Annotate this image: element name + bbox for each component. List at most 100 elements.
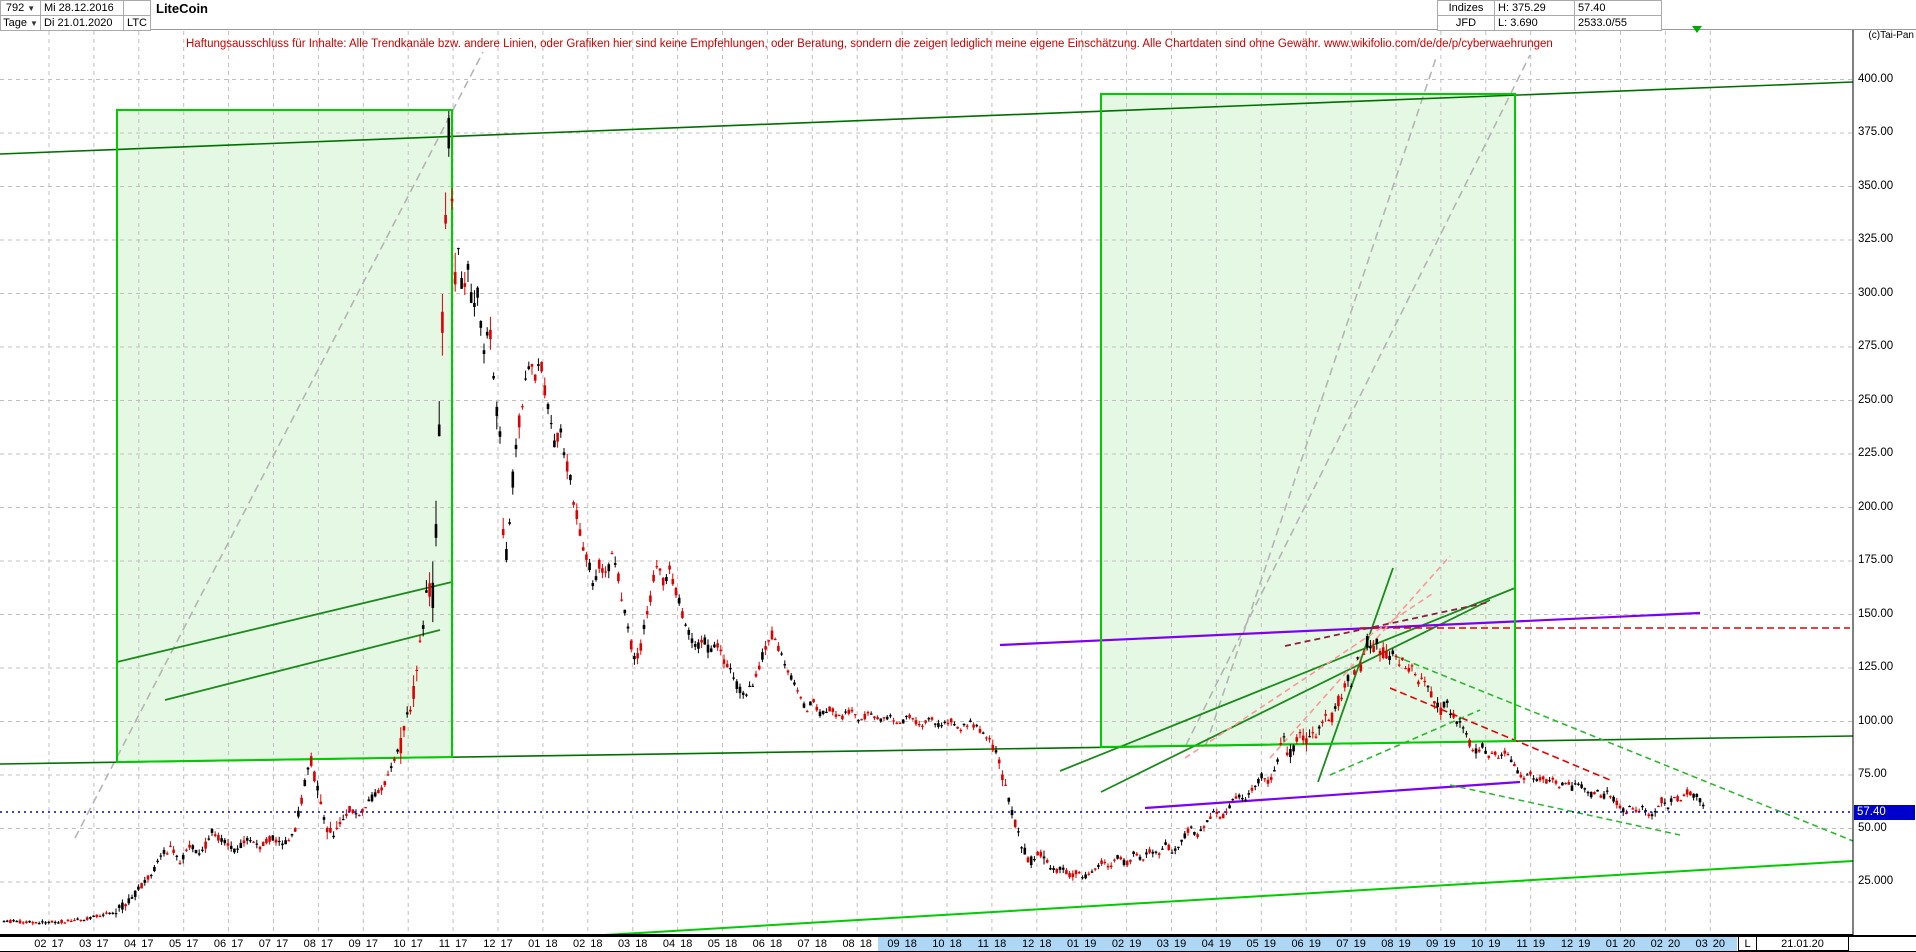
x-axis-label: 10 17 [393, 938, 423, 950]
trend-channel-2017 [117, 110, 452, 762]
volume-cell: 2533.0/55 [1574, 15, 1662, 31]
x-axis-label: 10 19 [1471, 938, 1501, 950]
y-axis-label: 175.00 [1858, 554, 1894, 566]
period-high: H: 375.29 [1498, 1, 1546, 14]
x-axis-label: 10 18 [932, 938, 962, 950]
x-axis-label: 02 18 [573, 938, 603, 950]
x-axis-label: 05 17 [168, 938, 199, 950]
instrument-title: LiteCoin [156, 1, 208, 16]
x-axis-label: 01 20 [1605, 938, 1636, 950]
last-price-cell: 57.40 [1574, 0, 1662, 16]
corner-date-cell: 21.01.20 [1756, 936, 1849, 951]
x-axis-label: 06 18 [752, 938, 783, 950]
x-axis-label: 12 18 [1022, 938, 1052, 950]
trend-line-purple [999, 611, 1701, 647]
x-axis-label: 07 18 [797, 938, 828, 950]
x-axis-label: 04 18 [662, 938, 693, 950]
bars-count-value: 792 [5, 1, 25, 14]
trend-line-green-med [1100, 599, 1491, 793]
trend-channel-2019 [1101, 94, 1515, 747]
y-axis-label: 325.00 [1858, 233, 1894, 245]
y-axis-label: 225.00 [1858, 447, 1894, 459]
marker-triangle-icon [1692, 26, 1702, 33]
trend-channel-2017-border [116, 109, 453, 764]
x-axis-label: 08 19 [1381, 938, 1411, 950]
x-axis-label: 09 19 [1426, 938, 1456, 950]
x-axis-label: 05 19 [1246, 938, 1277, 950]
exchange-jfd: JFD [1455, 16, 1477, 29]
y-axis-label: 300.00 [1858, 286, 1894, 299]
x-axis-label: 09 18 [887, 938, 917, 950]
exchange-indizes: Indizes [1448, 1, 1484, 14]
chevron-down-icon: ▼ [27, 3, 36, 13]
volume-info: 2533.0/55 [1578, 16, 1627, 29]
last-price: 57.40 [1578, 1, 1606, 14]
symbol-cell: LTC [123, 15, 151, 31]
trend-line-gray-dashed [1185, 54, 1531, 746]
corner-prefix-cell: L [1738, 936, 1757, 951]
trend-line-green-med [164, 629, 441, 701]
header-bar: 792 ▼ Tage ▼ Mi 28.12.2016 Di 21.01.2020… [0, 0, 1916, 31]
trend-line-green-dark [0, 81, 1854, 155]
trend-line-gray-dashed [74, 51, 484, 839]
period-dropdown[interactable]: Tage ▼ [0, 15, 41, 31]
trend-line-green-dashed [1394, 655, 1854, 842]
chevron-down-icon: ▼ [29, 18, 38, 28]
y-axis-label: 50.00 [1858, 821, 1887, 834]
y-axis-label: 200.00 [1858, 500, 1894, 513]
period-low: L: 3.690 [1498, 16, 1538, 29]
trend-channel-borders [116, 93, 1516, 764]
x-axis-label: 02 20 [1650, 938, 1681, 950]
low-cell: L: 3.690 [1494, 15, 1575, 31]
y-axis-label: 75.00 [1858, 768, 1887, 780]
x-axis-label: 03 18 [617, 938, 648, 950]
trend-channel-fills [117, 94, 1515, 762]
x-axis-label: 12 17 [483, 938, 513, 950]
date-to: Di 21.01.2020 [44, 16, 113, 29]
x-axis-label: 01 19 [1066, 938, 1097, 950]
y-axis-label: 250.00 [1858, 393, 1894, 406]
x-axis-label: 03 19 [1156, 938, 1187, 950]
x-axis-label: 11 17 [438, 938, 468, 950]
copyright-label: (c)Tai-Pan [1868, 30, 1914, 41]
y-axis-label: 25.000 [1858, 875, 1894, 887]
x-axis-label: 09 17 [348, 938, 379, 950]
candlestick-series [2, 111, 1705, 926]
period-value: Tage [3, 16, 27, 29]
x-axis-label: 06 19 [1291, 938, 1321, 950]
trend-line-green-med [1317, 567, 1394, 783]
symbol: LTC [127, 16, 147, 29]
x-axis-label: 01 18 [528, 938, 558, 950]
y-axis-label: 375.00 [1858, 126, 1894, 138]
disclaimer-text: Haftungsausschluss für Inhalte: Alle Tre… [186, 38, 1553, 50]
trend-line-green-med [116, 581, 453, 663]
x-axis-label: 07 19 [1336, 938, 1366, 950]
y-axis-label: 150.00 [1858, 607, 1894, 620]
x-axis-label: 02 17 [34, 938, 64, 950]
y-axis-label: 100.00 [1858, 714, 1894, 727]
trend-line-green-med [1059, 587, 1516, 772]
x-axis-label: 03 20 [1695, 938, 1726, 950]
x-axis-label: 11 18 [977, 938, 1007, 950]
x-axis-label: 02 19 [1111, 938, 1142, 950]
trend-line-red-dashed [1389, 687, 1611, 781]
date-from-cell: Mi 28.12.2016 [40, 0, 124, 16]
trend-line-pink-dashed [1269, 555, 1451, 759]
current-price-badge: 57.40 [1854, 804, 1915, 820]
y-axis-label: 400.00 [1858, 72, 1894, 85]
trend-line-purple [1144, 780, 1521, 810]
high-cell: H: 375.29 [1494, 0, 1575, 16]
x-axis-label: 04 17 [124, 938, 154, 950]
y-axis-label: 275.00 [1858, 340, 1894, 352]
x-axis-label: 08 17 [303, 938, 334, 950]
x-axis-label: 12 19 [1560, 938, 1591, 950]
x-axis-label: 04 19 [1201, 938, 1232, 950]
trend-channel-2019-border [1100, 93, 1516, 749]
trend-line-gray-dashed [1205, 54, 1438, 746]
x-axis-label: 05 18 [707, 938, 738, 950]
y-axis-label: 125.00 [1858, 661, 1894, 673]
x-axis-highlight-band [878, 937, 1737, 951]
x-axis-label: 07 17 [258, 938, 289, 950]
